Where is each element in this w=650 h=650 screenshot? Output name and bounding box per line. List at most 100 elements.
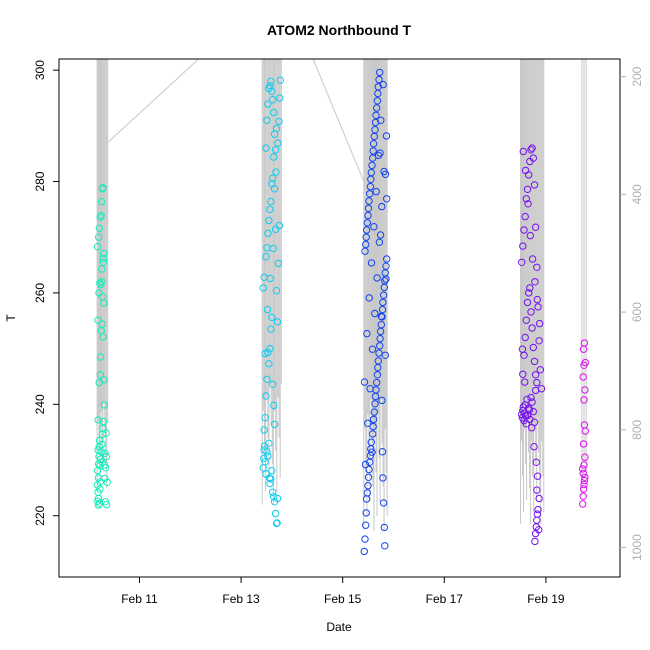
data-point xyxy=(94,474,103,482)
data-point xyxy=(93,243,102,251)
data-point xyxy=(272,168,280,176)
data-point xyxy=(259,284,267,292)
data-point xyxy=(103,478,111,486)
data-point xyxy=(362,509,370,517)
data-point xyxy=(530,181,539,189)
data-point xyxy=(537,385,546,393)
data-point xyxy=(367,259,376,267)
data-point xyxy=(99,184,107,192)
data-point xyxy=(379,499,388,507)
data-point xyxy=(581,386,589,394)
data-point xyxy=(379,291,388,299)
x-tick-label: Feb 19 xyxy=(527,592,565,606)
data-point xyxy=(531,371,540,379)
data-point xyxy=(369,430,377,438)
data-point xyxy=(364,482,372,490)
data-point xyxy=(523,395,531,403)
data-point xyxy=(265,216,273,225)
data-point xyxy=(264,100,272,108)
y-axis: 220 240 260 280 300 xyxy=(33,60,59,526)
data-point xyxy=(534,505,542,514)
data-point xyxy=(535,337,543,345)
data-point xyxy=(366,182,375,191)
data-point xyxy=(379,474,387,482)
data-point xyxy=(373,274,381,282)
data-point xyxy=(533,516,541,524)
data-point xyxy=(521,212,529,221)
data-point xyxy=(376,149,384,157)
data-point xyxy=(269,244,277,253)
data-point xyxy=(95,233,103,241)
data-point xyxy=(274,259,283,268)
track-line xyxy=(107,58,200,143)
data-point xyxy=(361,535,369,543)
data-point xyxy=(378,448,387,456)
data-point xyxy=(581,358,589,367)
data-point xyxy=(99,333,107,341)
data-point xyxy=(360,378,369,386)
data-point xyxy=(370,408,378,416)
data-point xyxy=(100,376,108,384)
right-axis: 200 400 600 800 1000 xyxy=(620,66,644,561)
data-point xyxy=(377,312,385,320)
data-point xyxy=(269,380,277,388)
data-point xyxy=(94,416,102,424)
data-point xyxy=(365,294,373,302)
profile-lines xyxy=(96,58,587,531)
data-point xyxy=(271,509,280,518)
data-point xyxy=(529,407,537,416)
data-point xyxy=(266,274,274,283)
x-tick-label: Feb 17 xyxy=(426,592,464,606)
data-point xyxy=(520,226,528,234)
data-point xyxy=(371,400,379,408)
y-axis-label: T xyxy=(4,314,18,322)
data-point xyxy=(531,278,539,286)
data-point xyxy=(265,360,273,368)
data-point xyxy=(534,303,542,311)
data-point xyxy=(579,440,588,448)
data-point xyxy=(262,253,270,261)
data-point xyxy=(369,422,377,431)
data-point xyxy=(99,254,107,263)
data-point xyxy=(580,339,589,347)
data-point xyxy=(101,498,110,506)
data-point xyxy=(95,436,104,445)
data-point xyxy=(363,219,371,227)
data-point xyxy=(523,298,532,307)
data-point xyxy=(376,342,384,350)
data-point xyxy=(363,329,371,338)
y-tick-label: 260 xyxy=(33,283,47,303)
y-tick-label: 240 xyxy=(33,394,47,414)
data-point xyxy=(99,258,108,266)
x-tick-label: Feb 15 xyxy=(324,592,362,606)
data-point xyxy=(369,154,377,162)
y-tick-label: 280 xyxy=(33,171,47,191)
data-point xyxy=(97,448,106,456)
data-point xyxy=(519,242,527,250)
data-point xyxy=(268,313,276,322)
data-point xyxy=(270,493,278,501)
data-point xyxy=(360,547,368,556)
chart-title: ATOM2 Northbound T xyxy=(267,22,412,38)
data-point xyxy=(580,461,588,469)
right-tick-label: 200 xyxy=(630,66,644,86)
data-point xyxy=(260,426,268,434)
data-point xyxy=(267,475,275,483)
data-point xyxy=(268,87,276,96)
data-point xyxy=(522,195,530,203)
data-point xyxy=(266,205,274,214)
data-point xyxy=(367,438,375,446)
data-point xyxy=(264,229,272,238)
data-point xyxy=(521,378,529,386)
data-point xyxy=(528,255,537,263)
data-point xyxy=(379,298,387,307)
data-point xyxy=(381,351,389,359)
data-point xyxy=(96,371,105,379)
data-point xyxy=(368,345,377,353)
data-point xyxy=(580,476,589,485)
data-point xyxy=(96,353,105,361)
data-point xyxy=(530,443,538,451)
data-point xyxy=(375,349,383,357)
data-point xyxy=(369,415,378,424)
